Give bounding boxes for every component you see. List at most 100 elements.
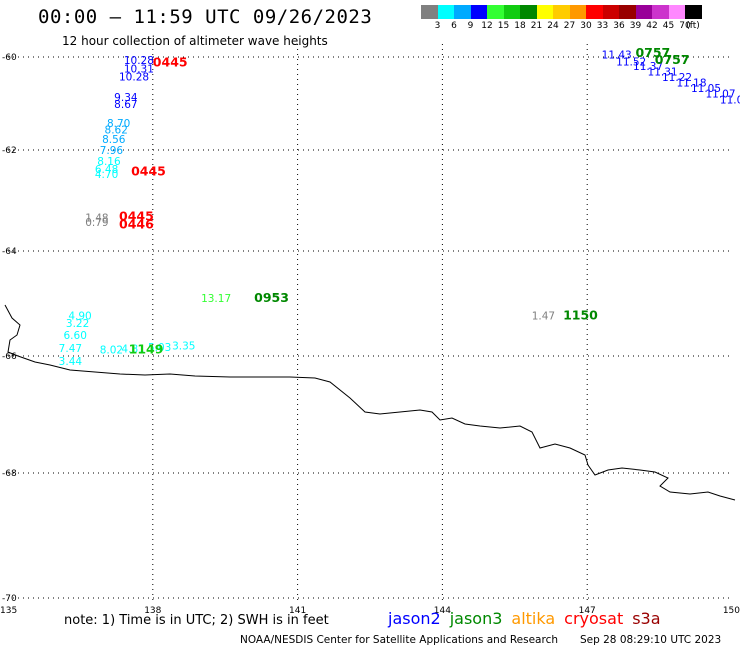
map-subtitle: 12 hour collection of altimeter wave hei… (62, 34, 328, 48)
longitude-label: 135 (0, 606, 17, 616)
longitude-label: 147 (579, 606, 596, 616)
wave-height-value: 1.48 (85, 213, 108, 225)
credit-text: NOAA/NESDIS Center for Satellite Applica… (240, 634, 558, 646)
map-grid: -60 -62 -64 -66 -68 -70 135 138 141 144 147 150 (0, 44, 740, 616)
wave-height-value: 0.79 (85, 217, 108, 229)
pass-time-label: 0445 (131, 163, 166, 178)
pass-time-label: 1149 (129, 341, 164, 356)
map-title: 00:00 – 11:59 UTC 09/26/2023 (38, 6, 373, 28)
colorbar-tick-label: 9 (467, 21, 474, 31)
wave-height-value: 8.02 (100, 344, 123, 356)
wave-height-value: 11.07 (705, 88, 735, 100)
wave-height-value: 6.60 (64, 330, 87, 342)
legend-jason3: jason3 (449, 609, 503, 628)
observation-layer: 10.2810.3110.289.348.678.708.628.567.968… (59, 49, 740, 367)
pass-time-label: 0757 (635, 45, 670, 60)
longitude-label: 144 (434, 606, 451, 616)
latitude-label: -60 (2, 53, 17, 63)
wave-height-value: 11.31 (648, 67, 678, 79)
colorbar-tick-label: 30 (580, 21, 592, 31)
wave-height-value: 11.37 (633, 61, 663, 73)
colorbar-tick-label: 42 (646, 21, 658, 31)
colorbar-tick-label: 27 (563, 21, 576, 31)
colorbar-tick-label: 6 (451, 21, 457, 31)
wave-height-value: 3.35 (172, 341, 195, 353)
coastline (4, 304, 736, 501)
latitude-label: -70 (2, 594, 17, 604)
pass-time-label: 0446 (119, 216, 154, 231)
colorbar-swatch (437, 5, 454, 19)
wave-height-value: 9.34 (114, 92, 138, 104)
colorbar-swatch (503, 5, 520, 19)
wave-height-value: 13.17 (201, 293, 231, 305)
colorbar-tick-label: 24 (547, 21, 559, 31)
colorbar-tick-label: 45 (662, 21, 675, 31)
wave-height-value: 5.03 (148, 342, 171, 354)
wave-height-value: 10.31 (124, 63, 154, 75)
pass-time-label: 0757 (655, 52, 690, 67)
satellite-legend: jason2 jason3 altika cryosat s3a (388, 609, 670, 628)
colorbar-swatch (569, 5, 586, 19)
wave-height-value: 3.44 (59, 356, 83, 368)
colorbar-swatch (586, 5, 603, 19)
colorbar-swatch (553, 5, 570, 19)
colorbar-swatch (619, 5, 636, 19)
map-note: note: 1) Time is in UTC; 2) SWH is in fe… (64, 613, 329, 628)
colorbar-swatch (454, 5, 471, 19)
longitude-label: 141 (289, 606, 306, 616)
colorbar-swatch (668, 5, 685, 19)
pass-time-label: 0953 (254, 290, 289, 305)
colorbar-swatch (652, 5, 669, 19)
colorbar-swatch (470, 5, 487, 19)
colorbar-swatch (602, 5, 619, 19)
longitude-label: 150 (723, 606, 740, 616)
colorbar-tick-label: 18 (514, 21, 526, 31)
colorbar-swatch (520, 5, 537, 19)
colorbar-tick-label: 3 (434, 21, 441, 31)
wave-height-value: 8.16 (97, 156, 121, 168)
wave-height-value: 11.05 (691, 83, 721, 95)
colorbar-tick-label: 70 (679, 21, 691, 31)
colorbar-swatch (536, 5, 553, 19)
wave-height-value: 4.90 (68, 310, 91, 322)
wave-height-value: 4.70 (95, 169, 118, 181)
generated-timestamp: Sep 28 08:29:10 UTC 2023 (580, 634, 722, 646)
wave-height-value: 8.62 (105, 125, 128, 137)
wave-height-value: 7.96 (100, 145, 124, 157)
longitude-label: 138 (144, 606, 161, 616)
wave-height-value: 10.28 (124, 55, 154, 67)
wave-height-value: 8.67 (114, 99, 137, 111)
colorbar-tick-label: 36 (613, 21, 625, 31)
latitude-label: -62 (2, 146, 17, 156)
colorbar-tick-label: 33 (596, 21, 609, 31)
wave-height-value: 10.28 (119, 71, 149, 83)
wave-height-value: 11.52 (616, 56, 646, 68)
wave-height-value: 1.47 (532, 310, 555, 322)
legend-jason2: jason2 (388, 609, 441, 628)
colorbar-swatch (685, 5, 702, 19)
wave-height-value: 7.47 (59, 343, 82, 355)
legend-altika: altika (511, 609, 556, 628)
wave-height-value: 6.48 (95, 164, 118, 176)
legend-s3a: s3a (632, 609, 661, 628)
wave-height-value: 11.18 (676, 77, 706, 89)
pass-time-label: 1150 (563, 307, 598, 322)
wave-height-value: 8.70 (107, 118, 130, 130)
colorbar-tick-label: 15 (497, 21, 510, 31)
colorbar-swatch (421, 5, 438, 19)
wave-height-value: 11.22 (662, 72, 692, 84)
wave-height-value: 4.81 (121, 343, 144, 355)
latitude-label: -66 (2, 352, 17, 362)
colorbar-tick-label: (ft) (686, 21, 700, 31)
wave-height-value: 8.56 (102, 134, 126, 146)
colorbar-tick-label: 12 (481, 21, 493, 31)
colorbar-tick-label: 39 (629, 21, 642, 31)
colorbar-swatch (487, 5, 504, 19)
colorbar-tick-label: 21 (530, 21, 543, 31)
wave-height-value: 11.43 (602, 49, 632, 61)
latitude-label: -64 (2, 247, 17, 257)
pass-time-label: 0445 (119, 209, 154, 224)
legend-cryosat: cryosat (564, 609, 624, 628)
